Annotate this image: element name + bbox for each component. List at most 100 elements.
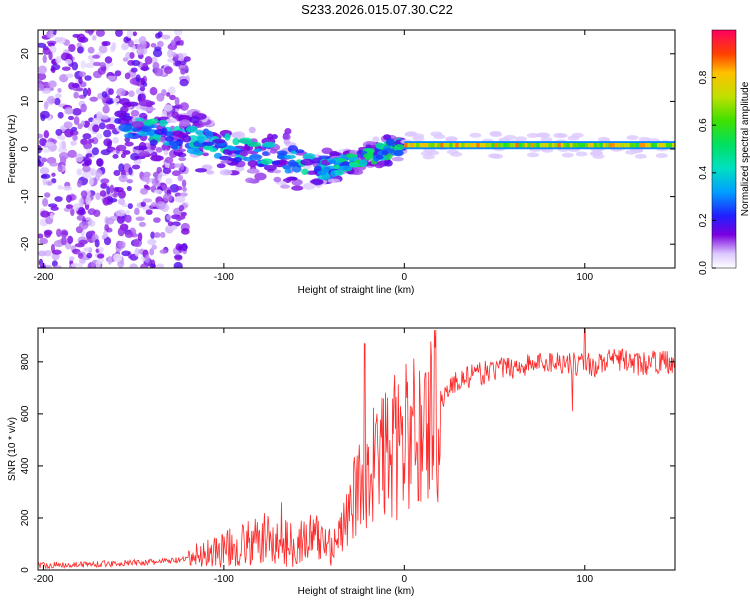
spectrogram-streak-blob — [220, 160, 232, 164]
spectrogram-streak-blob — [249, 153, 262, 161]
spectrogram-noise-blob — [65, 204, 74, 209]
spectrogram-streak-blob — [130, 109, 140, 117]
spectrogram-y-axis: -20 -10 0 10 20 — [20, 48, 675, 251]
spectrogram-streak-blob — [155, 147, 163, 153]
spectrogram-x-tick-label: 100 — [576, 272, 593, 283]
spectrogram-streak-blob — [301, 168, 309, 175]
spectrogram-noise-blob — [156, 166, 163, 174]
spectrogram-steady-core — [668, 142, 673, 148]
spectrogram-steady-core — [524, 142, 529, 148]
spectrogram-streak-blob — [205, 130, 214, 139]
spectrogram-steady-halo — [575, 151, 588, 157]
spectrogram-streak-blob — [131, 127, 139, 133]
spectrogram-streak-blob — [149, 139, 158, 146]
snr-x-tick-label: -100 — [214, 574, 234, 585]
spectrogram-noise-blob — [154, 68, 164, 77]
spectrogram-streak-blob — [161, 127, 168, 135]
spectrogram-steady-halo — [561, 152, 574, 158]
spectrogram-noise-blob — [71, 82, 80, 89]
spectrogram-noise-blob — [45, 141, 55, 147]
spectrogram-noise-blob — [152, 61, 160, 71]
spectrogram-streak-blob — [171, 145, 179, 150]
spectrogram-noise-blob — [177, 174, 184, 182]
spectrogram-noise-blob — [38, 42, 47, 48]
spectrogram-noise-blob — [55, 56, 62, 64]
spectrogram-steady-core — [431, 142, 435, 148]
spectrogram-noise-blob — [95, 260, 101, 268]
spectrogram-steady-core — [488, 142, 493, 148]
snr-frame — [37, 327, 676, 571]
spectrogram-noise-blob — [135, 216, 145, 222]
spectrogram-steady-core — [509, 142, 514, 148]
spectrogram-noise-blob — [157, 173, 162, 182]
spectrogram-noise-blob — [91, 137, 99, 145]
spectrogram-steady-halo — [590, 150, 603, 156]
spectrogram-noise-blob — [72, 33, 80, 38]
spectrogram-noise-blob — [76, 214, 86, 221]
spectrogram-streak-blob — [288, 176, 298, 181]
spectrogram-streak-blob — [273, 176, 282, 183]
spectrogram-noise-blob — [89, 96, 99, 102]
spectrogram-noise-blob — [102, 197, 110, 206]
spectrogram-noise-blob — [138, 93, 146, 102]
spectrogram-steady-core — [647, 142, 652, 148]
spectrogram-noise-blob — [168, 162, 176, 170]
snr-y-tick-label: 600 — [20, 405, 31, 422]
spectrogram-noise-blob — [92, 61, 101, 67]
spectrogram-streak-blob — [197, 135, 206, 144]
spectrogram-steady-core — [578, 142, 583, 148]
spectrogram-streak-blob — [359, 159, 368, 167]
spectrogram-noise-blob — [173, 261, 183, 268]
spectrogram-streak-blob — [300, 158, 315, 166]
spectrogram-noise-blob — [84, 75, 92, 81]
spectrogram-steady-core — [545, 142, 550, 148]
colorbar-tick-label: 0.0 — [698, 261, 709, 275]
spectrogram-noise-blob — [140, 188, 149, 195]
spectrogram-steady-core — [605, 142, 610, 148]
spectrogram-steady-core — [410, 142, 414, 148]
spectrogram-streak-blob — [269, 148, 278, 154]
spectrogram-streak-blob — [328, 159, 337, 164]
spectrogram-noise-blob — [134, 247, 140, 257]
spectrogram-steady-core — [632, 142, 637, 148]
spectrogram-streak-blob — [117, 117, 130, 126]
spectrogram-steady-halo — [567, 135, 580, 141]
spectrogram-noise-blob — [133, 159, 142, 165]
spectrogram-streak-blob — [295, 149, 305, 154]
spectrogram-steady-halo — [634, 153, 647, 159]
spectrogram-noise-blob — [116, 87, 126, 97]
spectrogram-noise-blob — [126, 30, 134, 39]
spectrogram-streak-blob — [118, 123, 133, 132]
spectrogram-noise-blob — [98, 122, 106, 130]
spectrogram-noise-blob — [145, 209, 153, 215]
spectrogram-streak-blob — [222, 149, 231, 155]
spectrogram-streak-blob — [302, 182, 316, 190]
spectrogram-streak-blob — [271, 134, 278, 140]
spectrogram-noise-blob — [136, 43, 145, 50]
spectrogram-noise-blob — [97, 66, 106, 75]
spectrogram-streak-blob — [172, 130, 184, 137]
spectrogram-streak-blob — [327, 178, 341, 183]
spectrogram-noise-blob — [65, 58, 73, 65]
spectrogram-noise-blob — [154, 189, 163, 194]
spectrogram-streak-blob — [384, 159, 393, 167]
spectrogram-streak-blob — [375, 142, 385, 150]
spectrogram-noise-blob — [162, 167, 172, 174]
spectrogram-noise-blob — [103, 230, 108, 239]
spectrogram-noise-blob — [181, 242, 188, 252]
spectrogram-noise-blob — [59, 74, 69, 83]
spectrogram-noise-blob — [138, 35, 147, 45]
spectrogram-steady-core — [572, 142, 577, 148]
spectrogram-steady-core — [602, 142, 607, 148]
colorbar-tick-label: 0.6 — [698, 118, 709, 132]
spectrogram-steady-core — [458, 142, 462, 148]
spectrogram-marks — [38, 30, 675, 268]
spectrogram-steady-core — [428, 142, 432, 148]
spectrogram-noise-blob — [156, 201, 166, 210]
spectrogram-steady-core — [506, 142, 511, 148]
spectrogram-streak-blob — [291, 178, 303, 186]
spectrogram-steady-core — [419, 142, 423, 148]
spectrogram-steady-core — [629, 142, 634, 148]
spectrogram-steady-core — [608, 142, 613, 148]
spectrogram-steady-halo — [540, 136, 553, 142]
